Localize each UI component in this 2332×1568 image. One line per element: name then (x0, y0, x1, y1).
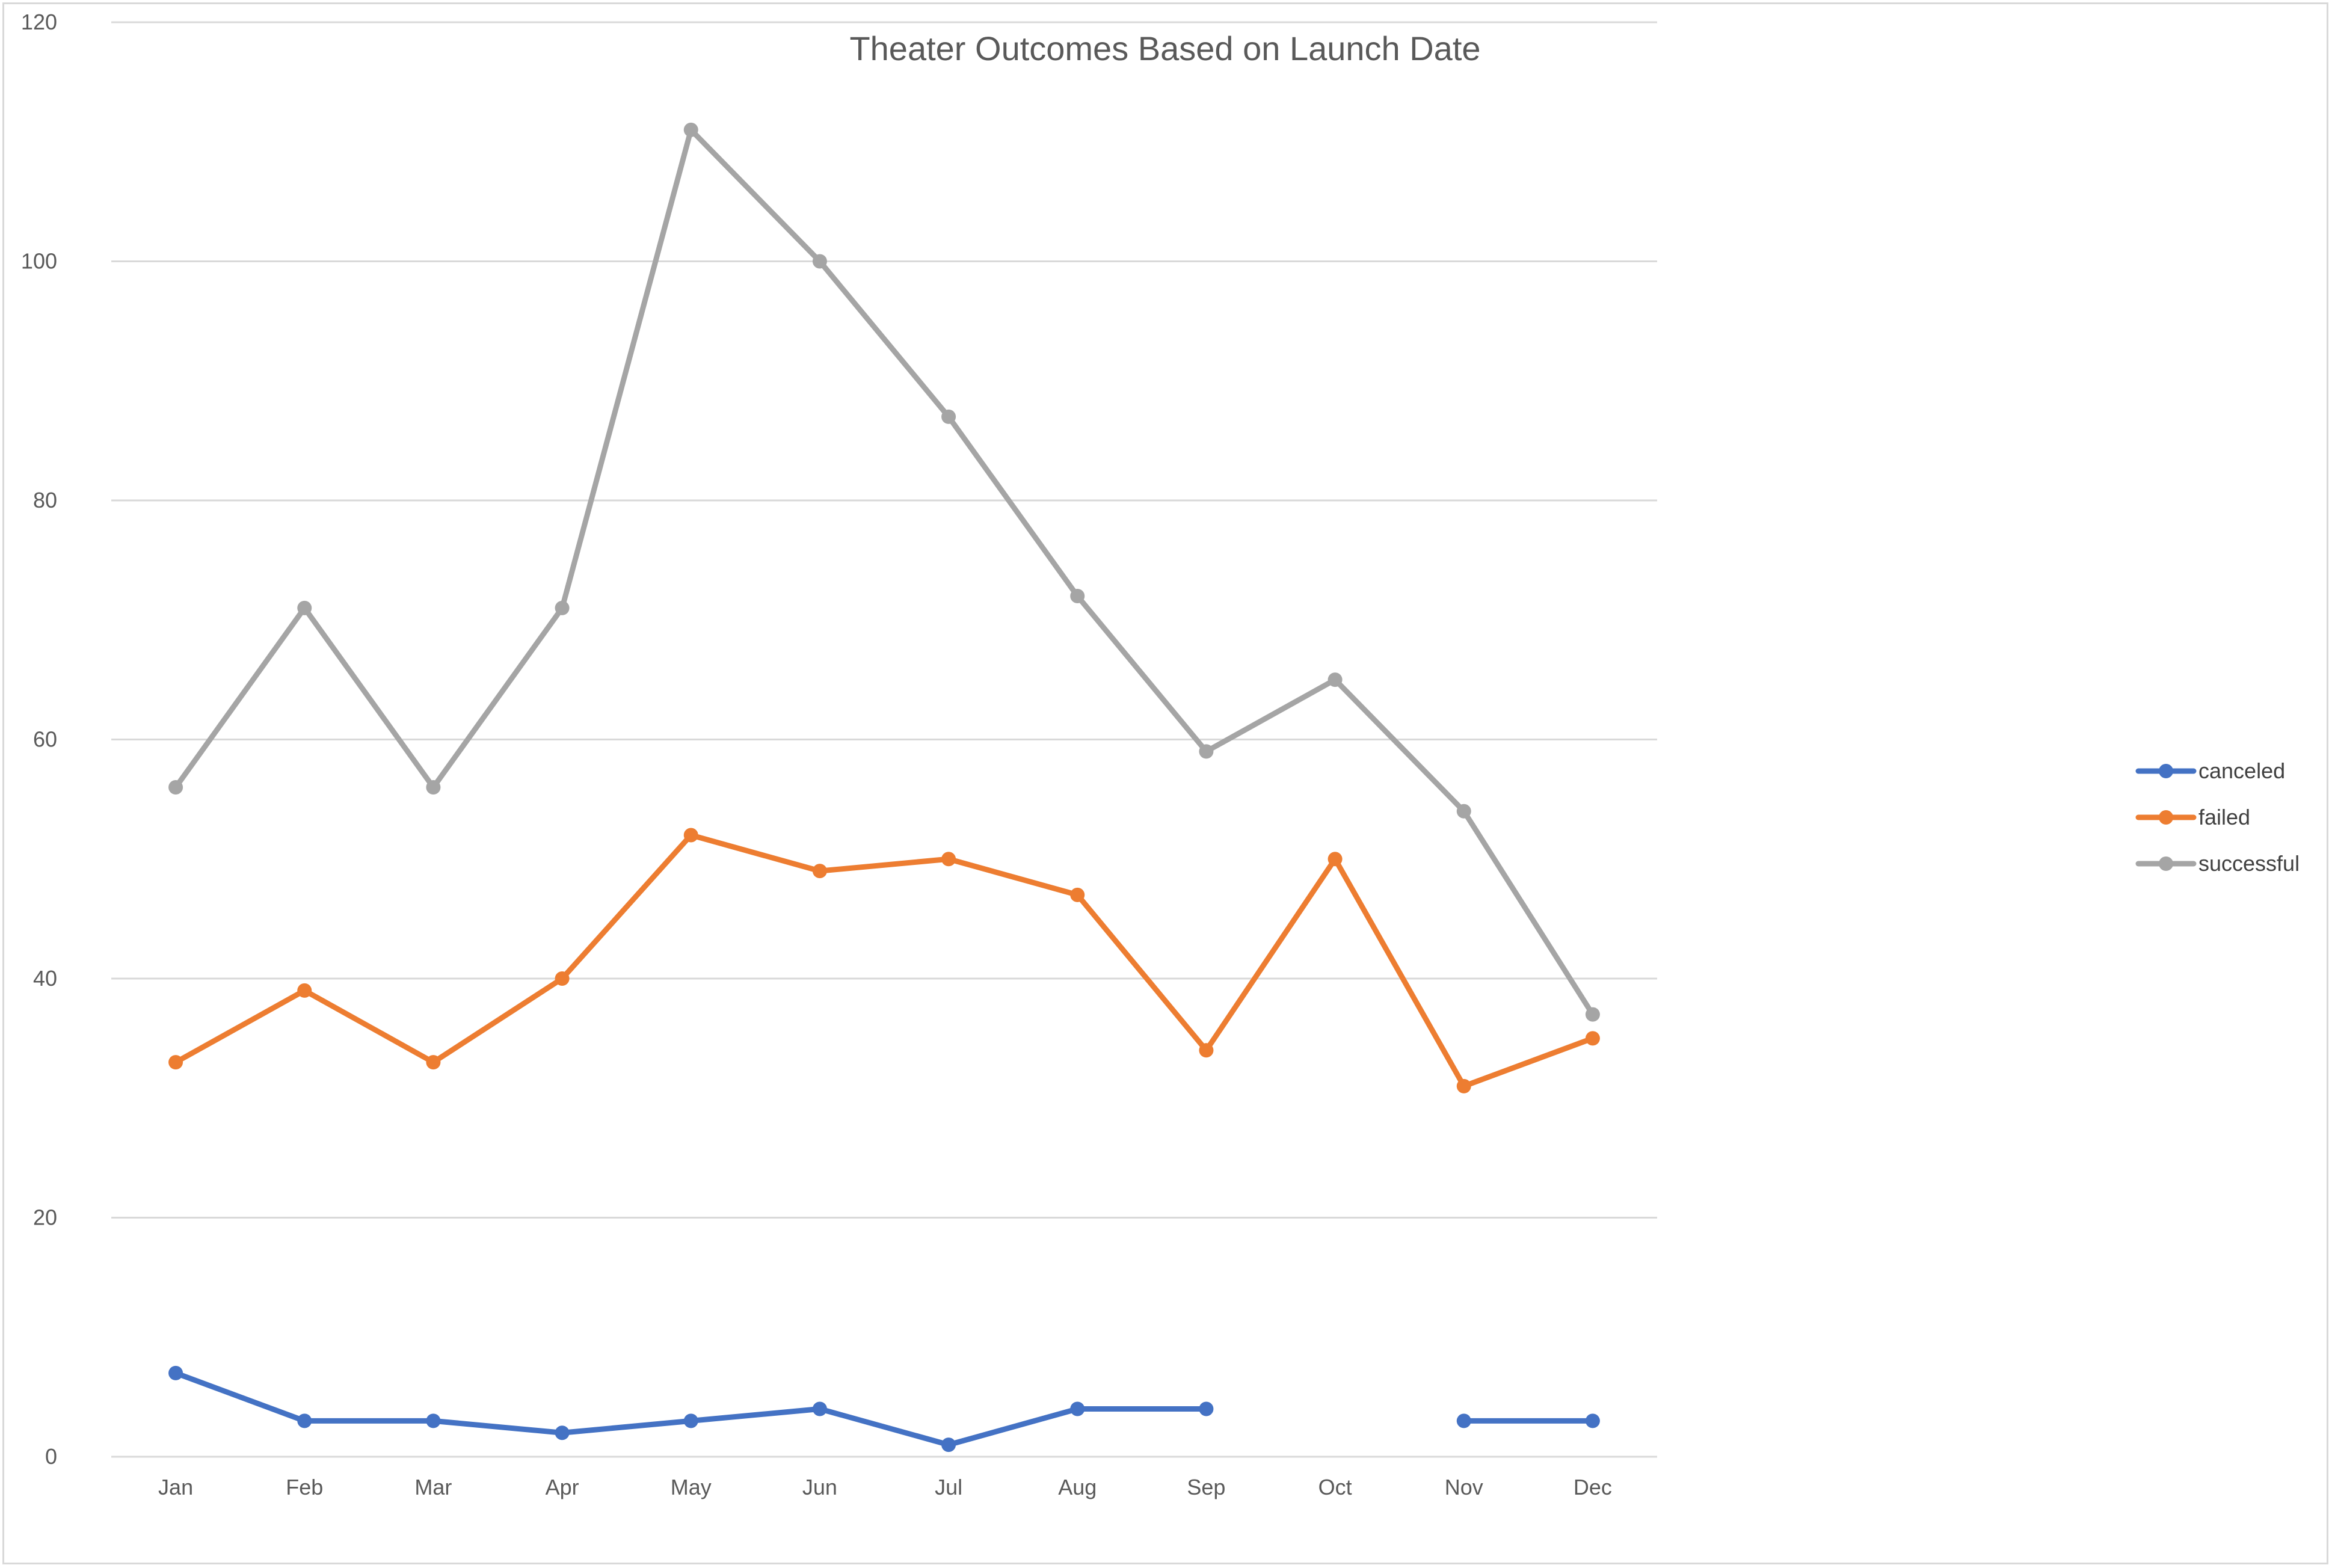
legend-label-failed: failed (2198, 805, 2250, 829)
data-point-failed-may (683, 828, 698, 843)
data-point-successful-sep (1199, 744, 1214, 759)
data-point-failed-jul (941, 852, 956, 867)
x-tick-label: Nov (1445, 1475, 1483, 1499)
legend-item-canceled: canceled (2135, 758, 2285, 783)
legend-item-failed: failed (2135, 805, 2250, 829)
series-line-successful (173, 127, 1596, 1018)
data-point-canceled-apr (555, 1425, 570, 1440)
x-axis: Jan Feb Mar Apr May Jun Jul Aug Sep Oct Nov Dec (158, 1475, 1612, 1499)
series-line-failed (173, 832, 1596, 1089)
data-point-successful-mar (426, 780, 441, 795)
series-lines (168, 122, 1600, 1453)
series-line-canceled (173, 1370, 1209, 1448)
data-point-canceled-jun (812, 1401, 827, 1416)
data-point-canceled-jul (941, 1437, 956, 1453)
data-point-successful-jun (812, 254, 827, 269)
data-point-canceled-aug (1070, 1401, 1085, 1416)
series-failed (168, 828, 1600, 1093)
legend-label-successful: successful (2198, 851, 2300, 876)
y-tick-label: 100 (21, 249, 57, 274)
series-successful (168, 122, 1600, 1022)
legend-marker-canceled (2159, 764, 2173, 778)
data-point-canceled-feb (297, 1413, 312, 1428)
y-tick-label: 120 (21, 10, 57, 34)
data-point-failed-jan (168, 1055, 183, 1070)
legend-item-successful: successful (2135, 851, 2300, 876)
chart-title: Theater Outcomes Based on Launch Date (849, 29, 1480, 67)
x-tick-label: May (671, 1475, 712, 1499)
data-point-failed-jun (812, 864, 827, 879)
data-point-successful-nov (1456, 804, 1471, 819)
data-point-canceled-sep (1199, 1401, 1214, 1416)
y-axis: 0 20 40 60 80 100 120 (21, 10, 57, 1469)
data-point-failed-dec (1585, 1031, 1600, 1046)
x-tick-label: Sep (1187, 1475, 1225, 1499)
legend-marker-successful (2159, 856, 2173, 871)
data-point-failed-nov (1456, 1078, 1471, 1093)
x-tick-label: Mar (414, 1475, 452, 1499)
y-tick-label: 40 (33, 966, 57, 991)
data-point-failed-feb (297, 983, 312, 998)
x-tick-label: Apr (546, 1475, 579, 1499)
series-canceled (168, 1365, 1600, 1453)
legend: canceled failed successful (2135, 758, 2300, 876)
legend-marker-failed (2159, 810, 2173, 825)
y-tick-label: 0 (45, 1444, 57, 1469)
x-tick-label: Jun (802, 1475, 837, 1499)
legend-label-canceled: canceled (2198, 758, 2285, 783)
data-point-successful-aug (1070, 589, 1085, 603)
data-point-failed-oct (1328, 852, 1343, 867)
data-point-failed-mar (426, 1055, 441, 1070)
gridlines (111, 21, 1657, 1458)
data-point-successful-oct (1328, 672, 1343, 687)
y-tick-label: 80 (33, 488, 57, 512)
data-point-canceled-dec (1585, 1413, 1600, 1428)
data-point-canceled-may (683, 1413, 698, 1428)
data-point-successful-jul (941, 409, 956, 424)
data-point-failed-aug (1070, 887, 1085, 902)
data-point-failed-sep (1199, 1043, 1214, 1058)
data-point-successful-apr (555, 600, 570, 615)
x-tick-label: Oct (1318, 1475, 1352, 1499)
data-point-successful-feb (297, 600, 312, 615)
x-tick-label: Jul (935, 1475, 962, 1499)
x-tick-label: Aug (1058, 1475, 1097, 1499)
data-point-canceled-mar (426, 1413, 441, 1428)
data-point-failed-apr (555, 971, 570, 986)
data-point-successful-jan (168, 780, 183, 795)
data-point-canceled-nov (1456, 1413, 1471, 1428)
data-point-successful-dec (1585, 1007, 1600, 1022)
x-tick-label: Jan (158, 1475, 193, 1499)
y-tick-label: 60 (33, 727, 57, 752)
y-tick-label: 20 (33, 1205, 57, 1230)
x-tick-label: Dec (1574, 1475, 1612, 1499)
data-point-successful-may (683, 122, 698, 137)
data-point-canceled-jan (168, 1365, 183, 1380)
x-tick-label: Feb (286, 1475, 323, 1499)
